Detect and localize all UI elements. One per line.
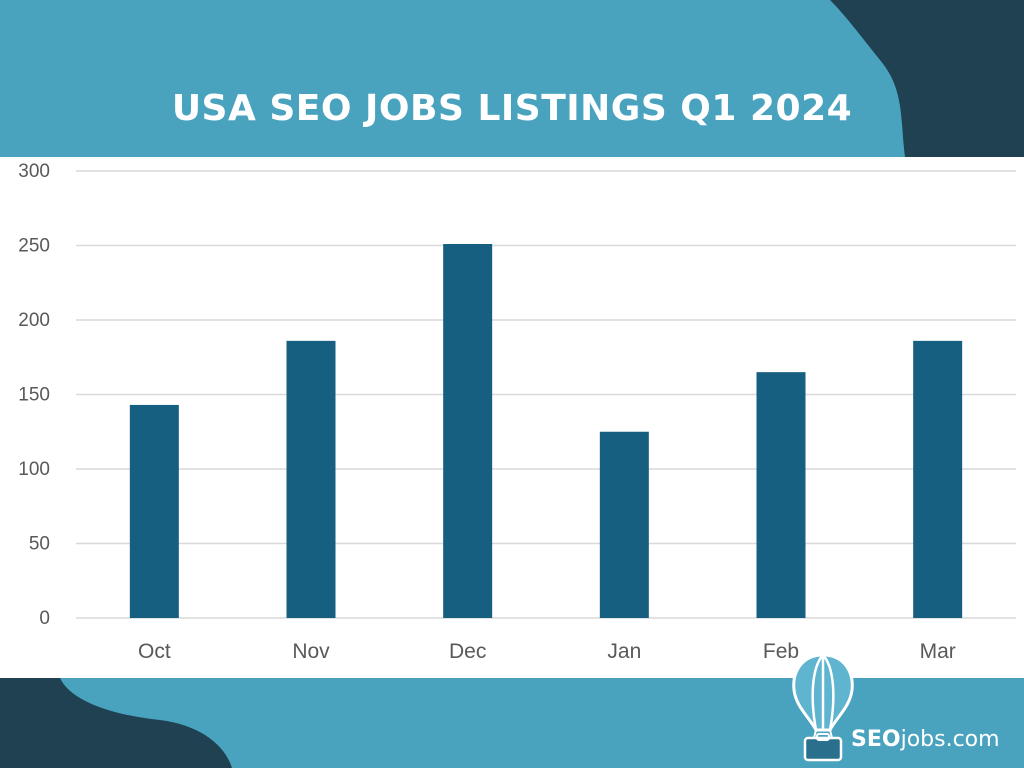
y-tick-label: 300 — [18, 161, 50, 182]
x-tick-label: Jan — [607, 640, 641, 663]
bar-chart: 0 50 100 150 200 250 300 Oct Nov Dec Jan Feb Mar — [18, 161, 1016, 663]
x-tick-label: Nov — [292, 640, 330, 663]
x-tick-label: Oct — [138, 640, 171, 663]
y-tick-label: 200 — [18, 310, 50, 331]
hot-air-balloon-icon — [792, 653, 854, 762]
chart-panel: 0 50 100 150 200 250 300 Oct Nov Dec Jan Feb Mar — [0, 157, 1024, 678]
x-tick-label: Feb — [763, 640, 799, 663]
bar — [913, 340, 963, 618]
y-tick-label: 100 — [18, 459, 50, 480]
bar — [129, 404, 179, 618]
y-tick-label: 50 — [29, 534, 50, 555]
x-tick-label: Dec — [449, 640, 486, 663]
logo-wordmark: SEOjobs.com — [851, 727, 1000, 752]
y-tick-label: 150 — [18, 385, 50, 406]
top-right-dark-shape — [830, 0, 1024, 157]
bar — [599, 431, 649, 618]
bar — [286, 340, 336, 618]
bar — [756, 372, 806, 618]
y-tick-label: 250 — [18, 236, 50, 257]
bottom-left-dark-shape — [0, 678, 232, 768]
logo-suffix: jobs.com — [900, 727, 1000, 752]
bar — [443, 244, 493, 618]
x-tick-label: Mar — [920, 640, 956, 663]
logo-brand: SEO — [851, 727, 901, 752]
chart-title: USA SEO JOBS LISTINGS Q1 2024 — [171, 88, 853, 129]
y-tick-label: 0 — [39, 608, 50, 629]
